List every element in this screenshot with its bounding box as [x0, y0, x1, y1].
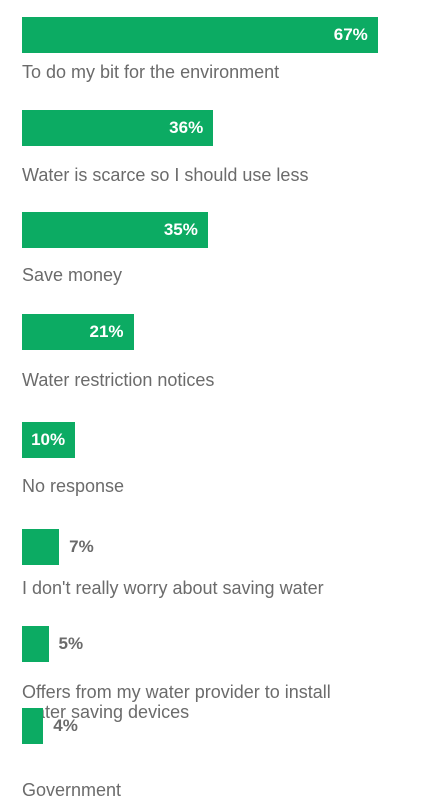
category-label: I don't really worry about saving water: [22, 578, 324, 598]
value-label: 4%: [53, 716, 78, 735]
bar: [22, 314, 134, 350]
value-label: 7%: [69, 537, 94, 556]
category-label: Government: [22, 780, 122, 800]
bar: [22, 708, 44, 744]
category-label: No response: [22, 476, 125, 496]
category-label: Save money: [22, 265, 123, 285]
bar: [22, 626, 49, 662]
value-label: 67%: [333, 25, 368, 44]
value-label: 10%: [31, 430, 66, 449]
bar: [22, 17, 378, 53]
bar: [22, 212, 208, 248]
category-label: Offers from my water provider to install…: [22, 682, 331, 722]
value-label: 21%: [89, 322, 124, 341]
value-label: 36%: [169, 118, 204, 137]
value-label: 5%: [58, 634, 84, 653]
bar: [22, 110, 214, 146]
value-label: 35%: [163, 220, 198, 239]
category-label: Water restriction notices: [22, 370, 215, 390]
category-label: Water is scarce so I should use less: [22, 165, 309, 185]
bar: [22, 422, 76, 458]
category-label: To do my bit for the environment: [22, 62, 280, 82]
bar: [22, 529, 60, 565]
